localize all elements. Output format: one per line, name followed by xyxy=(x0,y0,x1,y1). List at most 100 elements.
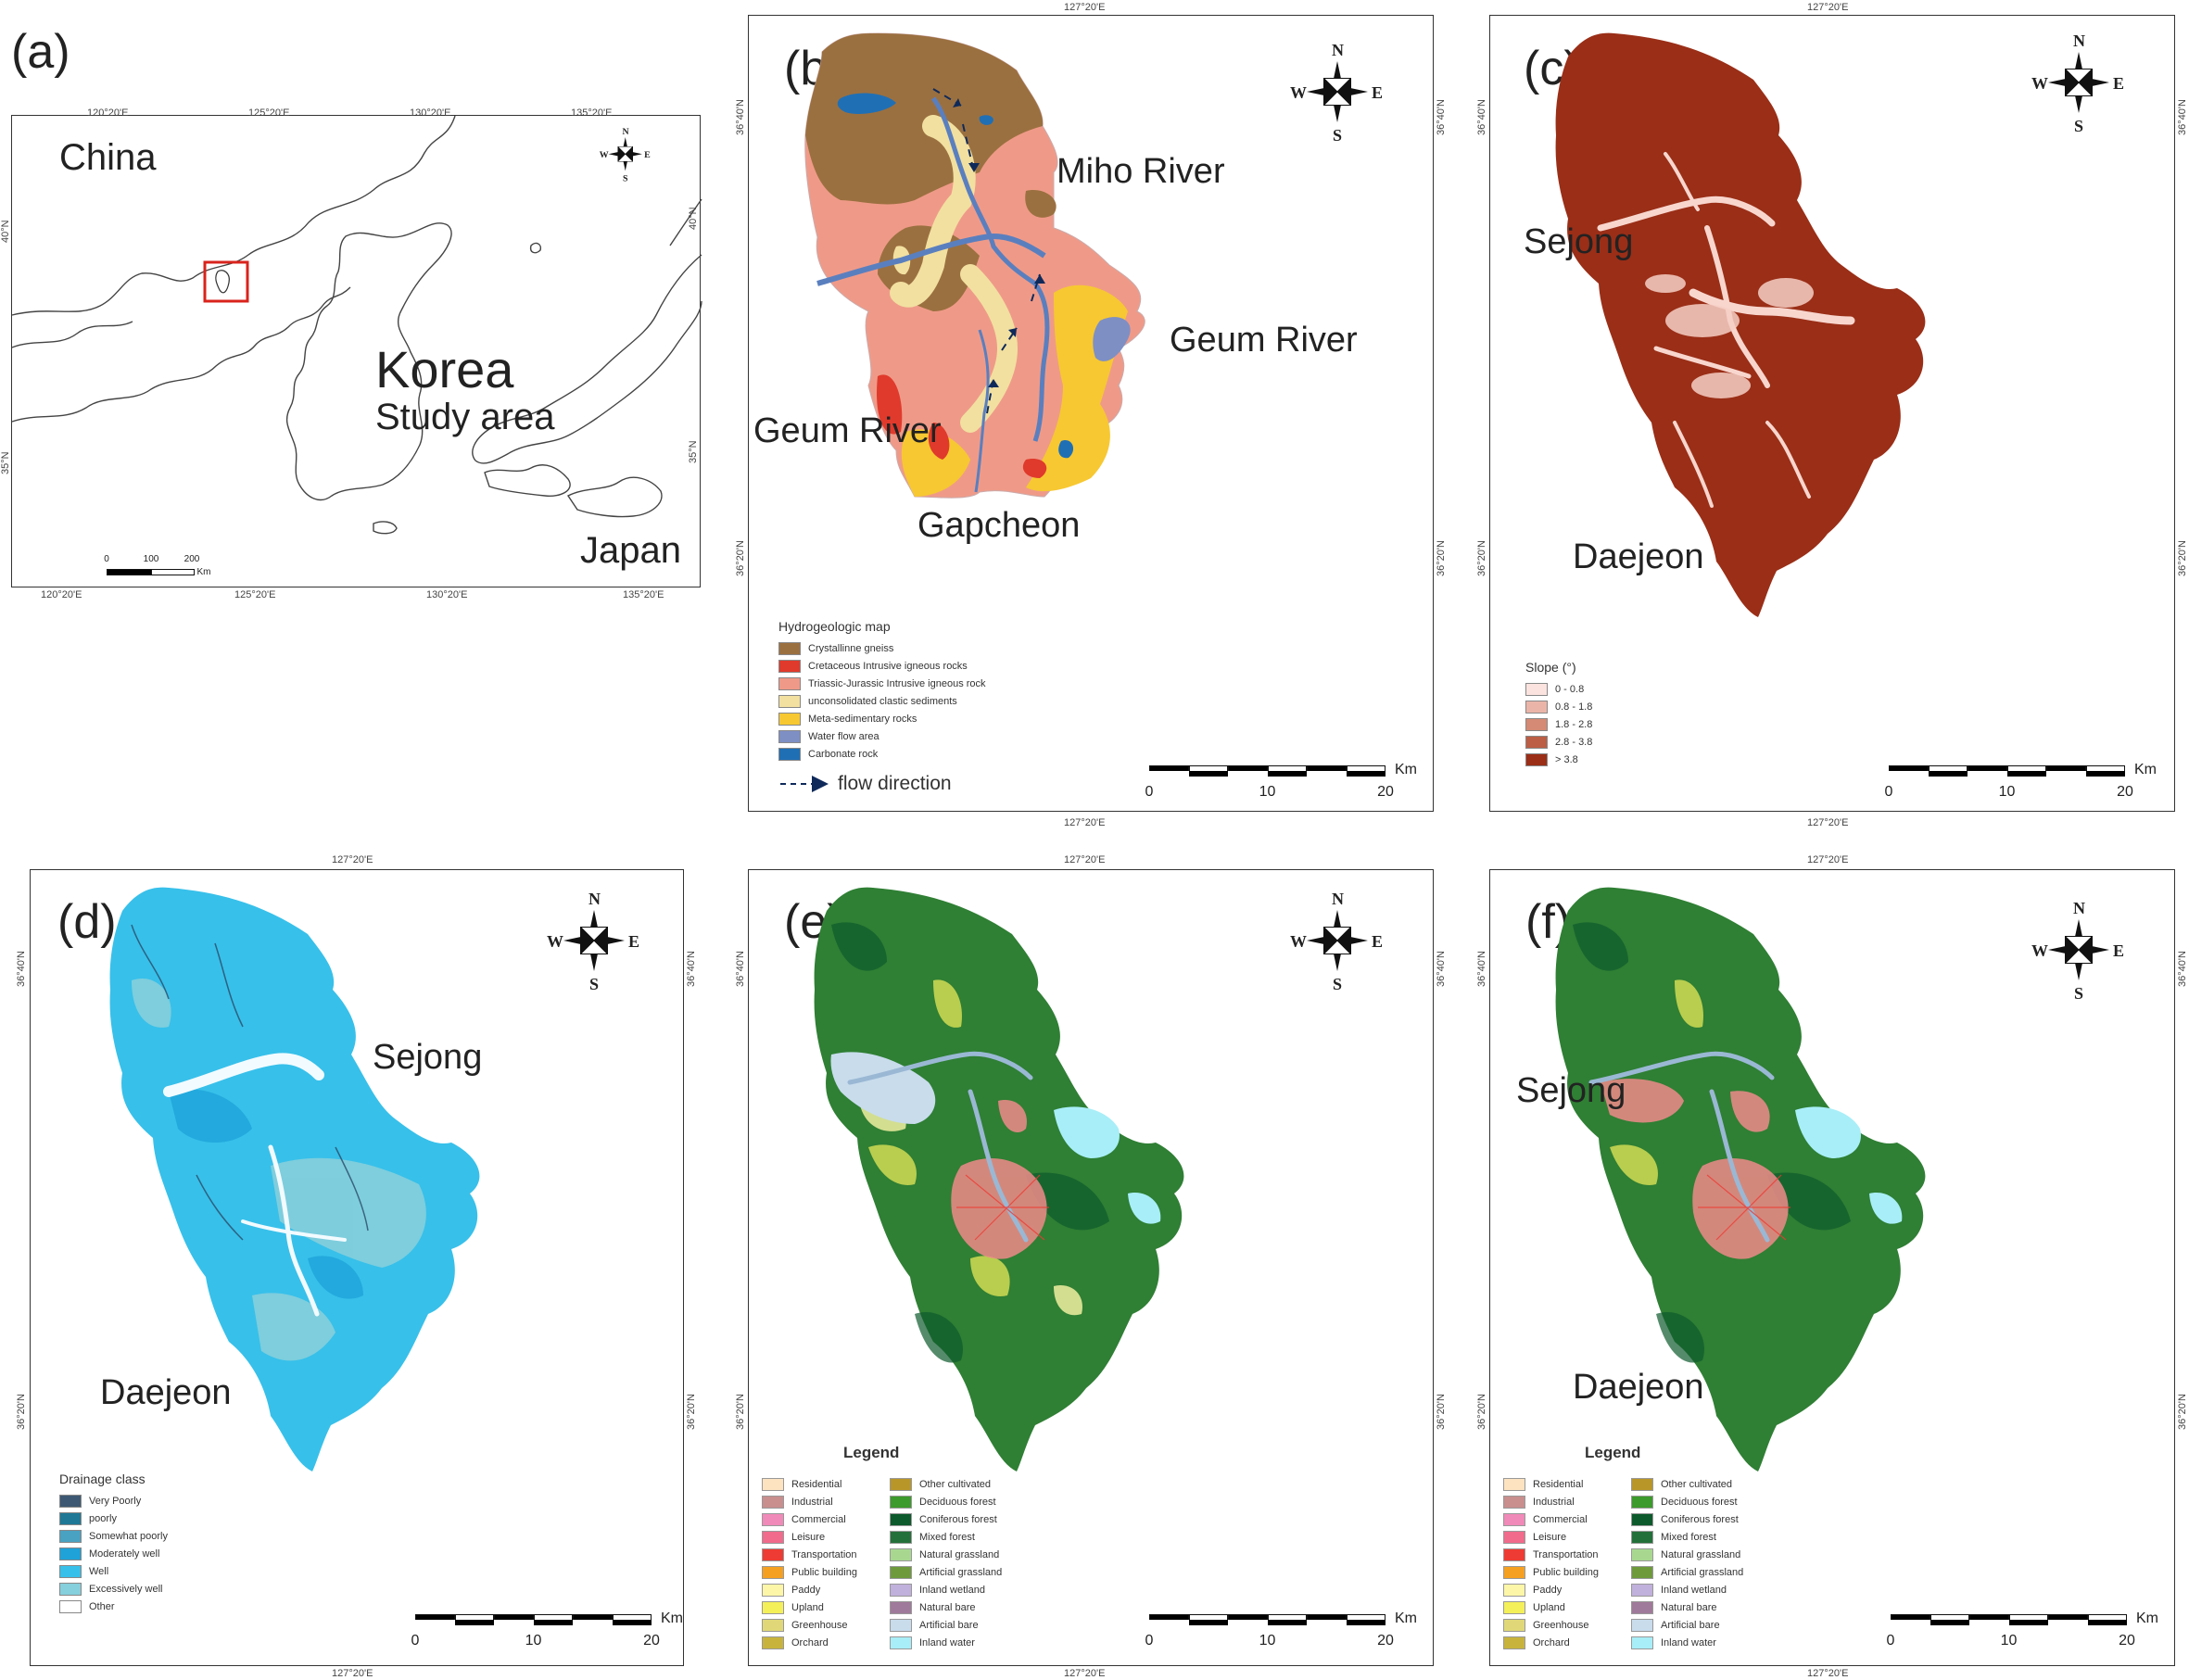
panel-e-legend-title: Legend xyxy=(843,1444,900,1461)
panel-f-legend-item: Natural bare xyxy=(1631,1598,1743,1616)
panel-d-legend-label: Well xyxy=(89,1565,109,1577)
panel-f-scale-segment-lower xyxy=(2008,1620,2048,1625)
panel-e-legend-column-2: Other cultivated Deciduous forest Conifero… xyxy=(890,1475,1002,1651)
panel-e-legend-item: Other cultivated xyxy=(890,1475,1002,1493)
panel-a-compass-n: N xyxy=(622,126,629,136)
panel-b-legend-label: Meta-sedimentary rocks xyxy=(808,713,917,725)
panel-b-geum-river-west-label: Geum River xyxy=(753,411,942,450)
panel-b-legend-item: Crystallinne gneiss xyxy=(778,639,986,657)
panel-e-legend-item: Inland water xyxy=(890,1634,1002,1651)
panel-f-scale-segment-lower xyxy=(2087,1620,2127,1625)
panel-b-legend-swatch xyxy=(778,712,801,726)
panel-f-legend-label: Residential xyxy=(1533,1478,1584,1490)
panel-e-coord-top: 127°20'E xyxy=(1064,854,1106,865)
panel-a-compass-e: E xyxy=(644,149,651,160)
panel-a-korea-label: Korea xyxy=(375,340,514,398)
panel-b-miho-river-label: Miho River xyxy=(1057,152,1225,191)
panel-e-legend-swatch xyxy=(890,1565,912,1579)
panel-f-legend-item: Upland xyxy=(1503,1598,1599,1616)
panel-e-legend-label: Natural grassland xyxy=(919,1548,1000,1560)
panel-b-scale-tick: 10 xyxy=(1259,784,1276,800)
panel-f-legend-label: Orchard xyxy=(1533,1636,1570,1648)
panel-b-scale-segment-lower xyxy=(1267,771,1307,777)
panel-e-coord-left-2: 36°20'N xyxy=(735,1394,746,1430)
panel-b-legend-swatch xyxy=(778,659,801,673)
panel-c-coord-left-2: 36°20'N xyxy=(1476,540,1487,576)
panel-f-coord-top: 127°20'E xyxy=(1807,854,1849,865)
panel-e-legend-swatch xyxy=(890,1600,912,1614)
panel-d-legend-label: Other xyxy=(89,1600,115,1612)
panel-e-legend-swatch xyxy=(890,1512,912,1526)
panel-e-legend-label: Inland water xyxy=(919,1636,975,1648)
panel-b-coord-left-2: 36°20'N xyxy=(735,540,746,576)
panel-f-legend-item: Inland water xyxy=(1631,1634,1743,1651)
panel-b-compass-n: N xyxy=(1332,41,1344,59)
panel-f-legend-item: Greenhouse xyxy=(1503,1616,1599,1634)
panel-c-coord-left-1: 36°40'N xyxy=(1476,99,1487,135)
panel-e-legend-item: Greenhouse xyxy=(762,1616,857,1634)
panel-b-coord-right-1: 36°40'N xyxy=(1436,99,1447,135)
panel-e-legend-column-1: Residential Industrial Commercial Leisure Tr… xyxy=(762,1475,857,1651)
panel-e-compass-rose-icon xyxy=(1307,910,1368,971)
panel-b-compass-s: S xyxy=(1333,126,1343,145)
panel-f-legend-label: Natural grassland xyxy=(1661,1548,1741,1560)
panel-c-legend-swatch xyxy=(1525,752,1548,766)
panel-e-legend-label: Residential xyxy=(791,1478,842,1490)
panel-b-scale-tick: 0 xyxy=(1145,784,1154,800)
panel-e-legend-item: Transportation xyxy=(762,1546,857,1563)
panel-f-legend-label: Inland wetland xyxy=(1661,1584,1727,1596)
panel-e-legend-label: Orchard xyxy=(791,1636,829,1648)
panel-f-legend-label: Inland water xyxy=(1661,1636,1716,1648)
panel-d-legend-label: poorly xyxy=(89,1512,117,1524)
panel-b-legend-label: unconsolidated clastic sediments xyxy=(808,695,957,707)
panel-e-legend-swatch xyxy=(762,1583,784,1597)
panel-e-coord-right-1: 36°40'N xyxy=(1436,951,1447,987)
panel-e-legend-item: Leisure xyxy=(762,1528,857,1546)
panel-c-compass-n: N xyxy=(2073,32,2085,50)
panel-d-legend-swatch xyxy=(59,1564,82,1578)
panel-d-compass-rose-icon xyxy=(563,910,625,971)
panel-e-legend-item: Artificial grassland xyxy=(890,1563,1002,1581)
panel-d-scale-segment-lower xyxy=(415,1620,455,1625)
panel-e-legend-label: Artificial grassland xyxy=(919,1566,1003,1578)
panel-e-coord-bottom: 127°20'E xyxy=(1064,1668,1106,1679)
panel-e-legend-item: Public building xyxy=(762,1563,857,1581)
panel-d-legend-title: Drainage class xyxy=(59,1472,146,1486)
panel-e-scale-segment-lower xyxy=(1149,1620,1189,1625)
panel-b-legend-item: Triassic-Jurassic Intrusive igneous rock xyxy=(778,675,986,692)
panel-f-scale-tick: 10 xyxy=(2000,1633,2018,1648)
panel-f-legend-swatch xyxy=(1503,1512,1525,1526)
panel-c-legend-title: Slope (°) xyxy=(1525,660,1576,675)
panel-b-compass-w: W xyxy=(1290,83,1307,102)
panel-f-legend-label: Transportation xyxy=(1533,1548,1599,1560)
panel-f-coord-left-1: 36°40'N xyxy=(1476,951,1487,987)
panel-f-legend-item: Other cultivated xyxy=(1631,1475,1743,1493)
panel-e-legend-label: Coniferous forest xyxy=(919,1513,997,1525)
panel-f-legend-item: Artificial bare xyxy=(1631,1616,1743,1634)
panel-f-legend-label: Deciduous forest xyxy=(1661,1496,1738,1508)
panel-f-legend-swatch xyxy=(1503,1600,1525,1614)
panel-f-legend-swatch xyxy=(1631,1618,1653,1632)
panel-c-legend-label: 1.8 - 2.8 xyxy=(1555,718,1593,730)
panel-d-legend-item: Other xyxy=(59,1598,168,1615)
panel-c-slope-map xyxy=(1555,32,1926,618)
panel-a-scale-tick-1: 100 xyxy=(143,554,159,564)
panel-c-legend-swatch xyxy=(1525,682,1548,696)
panel-e-scale-unit: Km xyxy=(1395,1611,1417,1626)
panel-c-legend-item: 0.8 - 1.8 xyxy=(1525,698,1592,715)
panel-f-legend-label: Natural bare xyxy=(1661,1601,1717,1613)
panel-f-daejeon-label: Daejeon xyxy=(1573,1368,1704,1407)
panel-e-legend-item: Coniferous forest xyxy=(890,1510,1002,1528)
panel-f-legend-swatch xyxy=(1503,1618,1525,1632)
panel-d-legend-label: Somewhat poorly xyxy=(89,1530,168,1542)
panel-e-scale-segment-lower xyxy=(1307,1620,1347,1625)
panel-d-scale-segment-lower xyxy=(533,1620,573,1625)
panel-f-legend-item: Coniferous forest xyxy=(1631,1510,1743,1528)
panel-b-legend-label: Carbonate rock xyxy=(808,748,879,760)
panel-b-compass-e: E xyxy=(1372,83,1384,102)
panel-f-legend-label: Upland xyxy=(1533,1601,1565,1613)
panel-e-legend-item: Industrial xyxy=(762,1493,857,1510)
panel-e-compass-e: E xyxy=(1372,932,1384,951)
panel-f-legend-swatch xyxy=(1631,1547,1653,1561)
panel-f-legend-label: Greenhouse xyxy=(1533,1619,1589,1631)
